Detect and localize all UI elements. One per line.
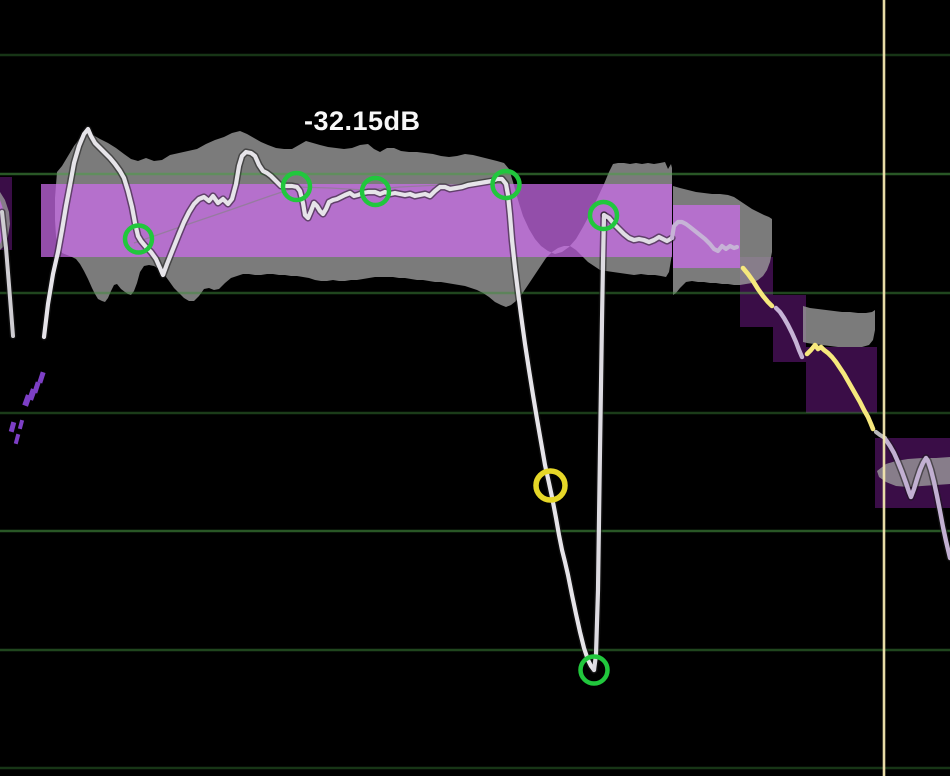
marker-green-2 bbox=[280, 170, 313, 203]
violet-dash-7 bbox=[13, 433, 21, 445]
trace-rise bbox=[591, 212, 607, 673]
marker-yellow bbox=[533, 468, 568, 503]
trace-yellow-2 bbox=[804, 342, 876, 432]
loudness-range-3 bbox=[803, 306, 875, 347]
trace-band-2 bbox=[669, 219, 740, 254]
violet-dash-1 bbox=[37, 371, 46, 384]
marker-green-4 bbox=[490, 168, 522, 201]
trace-lavender-2 bbox=[773, 305, 805, 360]
trace-left-stub bbox=[0, 210, 15, 338]
db-value-label: -32.15dB bbox=[304, 106, 421, 136]
violet-dash-5 bbox=[17, 419, 25, 430]
trace-yellow-1 bbox=[740, 265, 775, 309]
violet-dash-6 bbox=[8, 421, 17, 433]
marker-green-1 bbox=[122, 223, 155, 255]
trace-after-rise bbox=[601, 212, 675, 245]
marker-green-3 bbox=[359, 175, 392, 208]
highlight-band-2 bbox=[673, 205, 740, 268]
dark-purple-block-4 bbox=[806, 347, 877, 413]
marker-green-5 bbox=[587, 199, 620, 232]
trace-main bbox=[41, 126, 597, 673]
marker-green-6 bbox=[578, 654, 610, 686]
trace-lavender-3 bbox=[883, 437, 950, 561]
integrated-level-line bbox=[133, 182, 506, 244]
violet-dash-4 bbox=[22, 394, 32, 407]
